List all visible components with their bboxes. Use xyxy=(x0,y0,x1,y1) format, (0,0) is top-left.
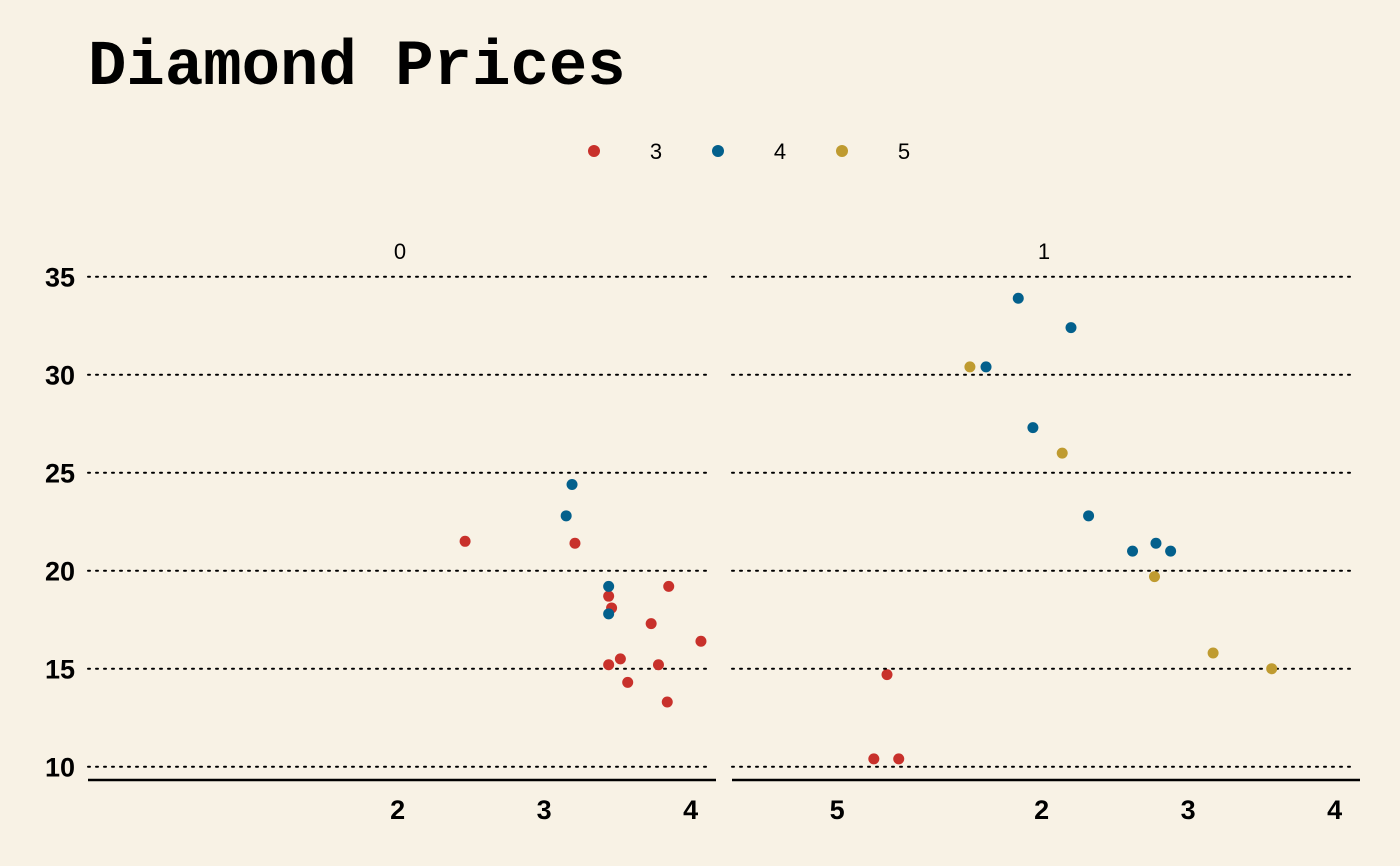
data-point-series-3 xyxy=(661,696,673,708)
data-point-series-3 xyxy=(868,753,880,765)
y-tick-label-30: 30 xyxy=(45,361,75,391)
data-point-series-4 xyxy=(1083,510,1095,522)
y-tick-label-35: 35 xyxy=(45,263,75,293)
data-point-series-3 xyxy=(645,618,657,630)
x-tick-label-5: 5 xyxy=(830,795,845,825)
x-tick-label-3: 3 xyxy=(1181,795,1196,825)
legend-marker-3 xyxy=(588,145,600,157)
data-point-series-4 xyxy=(980,361,992,373)
data-point-series-5 xyxy=(1266,663,1278,675)
panel-1: 1 2 3 4 5 xyxy=(731,239,1360,825)
data-point-series-3 xyxy=(881,669,893,681)
legend-marker-4 xyxy=(712,145,724,157)
data-point-series-3 xyxy=(663,580,675,592)
data-point-series-4 xyxy=(1165,545,1177,557)
x-tick-label-4: 4 xyxy=(1327,795,1342,825)
legend-label-5: 5 xyxy=(898,139,910,164)
legend: 3 4 5 xyxy=(588,139,910,164)
y-tick-label-10: 10 xyxy=(45,753,75,783)
data-point-series-3 xyxy=(652,659,664,671)
legend-label-4: 4 xyxy=(774,139,786,164)
data-point-series-5 xyxy=(1149,571,1161,583)
data-point-series-4 xyxy=(1065,322,1077,334)
legend-label-3: 3 xyxy=(650,139,662,164)
data-point-series-5 xyxy=(1056,447,1068,459)
y-tick-label-25: 25 xyxy=(45,459,75,489)
y-tick-label-20: 20 xyxy=(45,557,75,587)
data-point-series-3 xyxy=(603,590,615,602)
panel-strip-label: 1 xyxy=(1038,239,1050,264)
data-point-series-3 xyxy=(603,659,615,671)
x-tick-label-3: 3 xyxy=(537,795,552,825)
x-tick-label-2: 2 xyxy=(390,795,405,825)
data-point-series-4 xyxy=(603,580,615,592)
data-point-series-3 xyxy=(893,753,905,765)
x-tick-label-4: 4 xyxy=(683,795,698,825)
chart-title: Diamond Prices xyxy=(88,32,626,104)
legend-marker-5 xyxy=(836,145,848,157)
data-point-series-3 xyxy=(614,653,626,665)
data-point-series-4 xyxy=(560,510,572,522)
data-point-series-3 xyxy=(695,635,707,647)
data-point-series-5 xyxy=(964,361,976,373)
data-point-series-3 xyxy=(569,537,581,549)
y-tick-label-15: 15 xyxy=(45,655,75,685)
panel-0: 0 2 3 4 5 10 15 20 25 30 35 xyxy=(45,239,905,825)
data-point-series-4 xyxy=(1027,422,1039,434)
data-point-series-5 xyxy=(1207,647,1219,659)
panels: 0234510152025303512345 xyxy=(45,239,1360,825)
data-point-series-3 xyxy=(459,535,471,547)
data-point-series-3 xyxy=(622,676,634,688)
x-tick-label-2: 2 xyxy=(1034,795,1049,825)
data-point-series-4 xyxy=(1127,545,1139,557)
data-point-series-4 xyxy=(566,478,578,490)
data-point-series-4 xyxy=(1012,292,1024,304)
panel-strip-label: 0 xyxy=(394,239,406,264)
data-point-series-4 xyxy=(603,608,615,620)
data-point-series-4 xyxy=(1150,537,1162,549)
